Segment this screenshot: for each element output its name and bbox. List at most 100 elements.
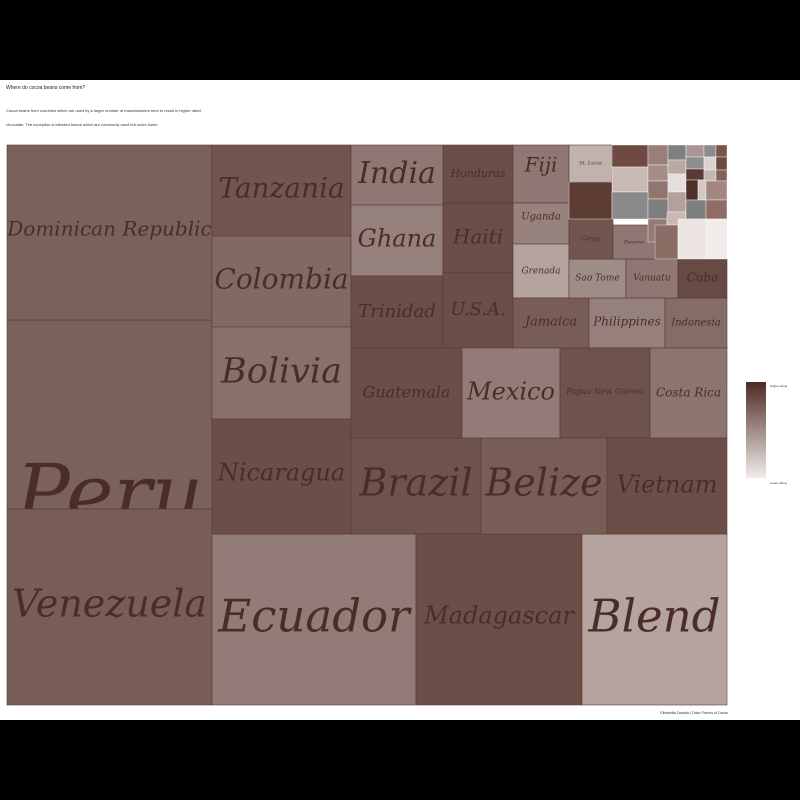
- tile-label-indonesia: Indonesia: [670, 318, 721, 329]
- tile-brazil: [350, 437, 482, 535]
- tile-label-trinidad: Trinidad: [358, 301, 436, 322]
- tile-jamaica: [512, 297, 590, 349]
- minor-tile: [697, 179, 707, 201]
- tile-uganda: [512, 202, 570, 245]
- tile-label-philippines: Philippines: [592, 315, 661, 329]
- minor-tile: [667, 191, 687, 213]
- tile-label-venezuela: Venezuela: [12, 582, 207, 626]
- color-legend: Higher rating Lower rating: [746, 382, 788, 485]
- chart-subtitle-line-2: chocolate. The exception is blended bean…: [6, 122, 159, 127]
- tile-bolivia: [211, 326, 352, 420]
- tile-st-lucia: [568, 144, 613, 183]
- minor-tile: [715, 144, 728, 158]
- tile-label-vanuatu: Vanuatu: [633, 274, 671, 284]
- minor-tile: [685, 144, 705, 158]
- minor-tile: [647, 198, 669, 220]
- tile-label-blend: Blend: [588, 590, 721, 643]
- legend-high-label: Higher rating: [770, 384, 788, 388]
- color-legend-bar: [746, 382, 766, 478]
- tile-label-bolivia: Bolivia: [220, 352, 342, 392]
- tile-label-nicaragua: Nicaragua: [217, 459, 345, 487]
- chart-title: Where do cocoa beans come from?: [6, 85, 86, 91]
- tile-label-cuba: Cuba: [687, 271, 719, 285]
- minor-tile: [705, 218, 728, 260]
- tile-papua-new-guinea: [559, 347, 651, 439]
- tile-ecuador: [211, 533, 417, 706]
- tile-venezuela: [6, 508, 213, 706]
- tile-indonesia: [664, 297, 728, 349]
- tile-label-sao-tome: Sao Tome: [575, 274, 619, 284]
- tile-label-vietnam: Vietnam: [617, 471, 718, 499]
- minor-tile: [667, 173, 687, 193]
- minor-tile: [677, 218, 707, 260]
- chart-subtitle-line-1: Cocoa beans from countries which are use…: [6, 108, 201, 113]
- tile-label-madagascar: Madagascar: [423, 602, 575, 630]
- tile-fiji: [512, 144, 570, 204]
- minor-tile: [703, 156, 717, 171]
- minor-tile: [703, 169, 717, 182]
- tile-label-panama: Panama: [623, 240, 644, 246]
- tile-label-tanzania: Tanzania: [218, 172, 344, 205]
- tile-honduras: [442, 144, 514, 204]
- minor-tile: [705, 180, 728, 201]
- minor-tile: [654, 224, 679, 260]
- minor-tile: [703, 144, 717, 158]
- tile-label-ecuador: Ecuador: [217, 590, 412, 643]
- tile-label-papua-new-guinea: Papua New Guinea: [565, 387, 643, 396]
- tile-trinidad: [350, 275, 444, 349]
- minor-tile: [667, 144, 687, 161]
- page: Where do cocoa beans come from? Cocoa be…: [0, 80, 800, 720]
- tile-label-uganda: Uganda: [521, 212, 561, 223]
- tile-vanuatu: [625, 258, 679, 299]
- tile-label-haiti: Haiti: [452, 225, 503, 249]
- minor-tile: [611, 166, 649, 193]
- minor-tile: [715, 169, 728, 182]
- minor-tile: [647, 144, 669, 166]
- minor-tile: [715, 156, 728, 171]
- tile-u-s-a: [442, 272, 514, 349]
- minor-tile: [667, 159, 687, 175]
- legend-low-label: Lower rating: [770, 481, 787, 485]
- tile-tanzania: [211, 144, 352, 237]
- tile-label-congo: Congo: [581, 236, 601, 243]
- tile-label-india: India: [357, 156, 436, 191]
- tile-label-jamaica: Jamaica: [522, 315, 577, 330]
- minor-tile: [647, 180, 669, 200]
- tile-label-dominican-republic: Dominican Republic: [6, 217, 211, 241]
- tile-dominican-republic: [6, 144, 213, 321]
- tile-grenada: [512, 243, 570, 299]
- tile-label-ghana: Ghana: [358, 225, 437, 253]
- chart-caption: Elisabetta Zandolo | Data: Flavors of Ca…: [660, 711, 728, 715]
- tile-costa-rica: [649, 347, 728, 439]
- tile-label-mexico: Mexico: [466, 378, 555, 406]
- tile-ghana: [350, 204, 444, 277]
- tile-congo: [568, 218, 614, 260]
- treemap-minor-tiles: [568, 144, 728, 260]
- tile-label-guatemala: Guatemala: [363, 383, 451, 402]
- minor-tile: [685, 168, 705, 181]
- tile-india: [350, 144, 444, 206]
- tile-label-fiji: Fiji: [524, 153, 558, 177]
- tile-madagascar: [415, 533, 583, 706]
- tile-label-brazil: Brazil: [358, 461, 472, 505]
- tile-vietnam: [606, 437, 728, 535]
- minor-tile: [705, 199, 728, 220]
- tile-label-belize: Belize: [484, 461, 602, 505]
- minor-tile: [647, 164, 669, 182]
- minor-tile: [568, 181, 613, 220]
- tile-label-colombia: Colombia: [214, 263, 348, 296]
- tile-label-honduras: Honduras: [450, 167, 506, 180]
- tile-haiti: [442, 202, 514, 274]
- minor-tile: [611, 144, 649, 168]
- tile-blend: [581, 533, 728, 706]
- minor-tile: [611, 191, 649, 220]
- tile-label-grenada: Grenada: [521, 267, 560, 277]
- tile-label-st-lucia: St. Lucia: [579, 161, 602, 167]
- tile-label-costa-rica: Costa Rica: [656, 386, 721, 400]
- minor-tile: [685, 179, 699, 201]
- tile-label-u-s-a: U.S.A.: [450, 299, 505, 320]
- tile-cuba: [677, 258, 728, 299]
- minor-tile: [685, 199, 707, 220]
